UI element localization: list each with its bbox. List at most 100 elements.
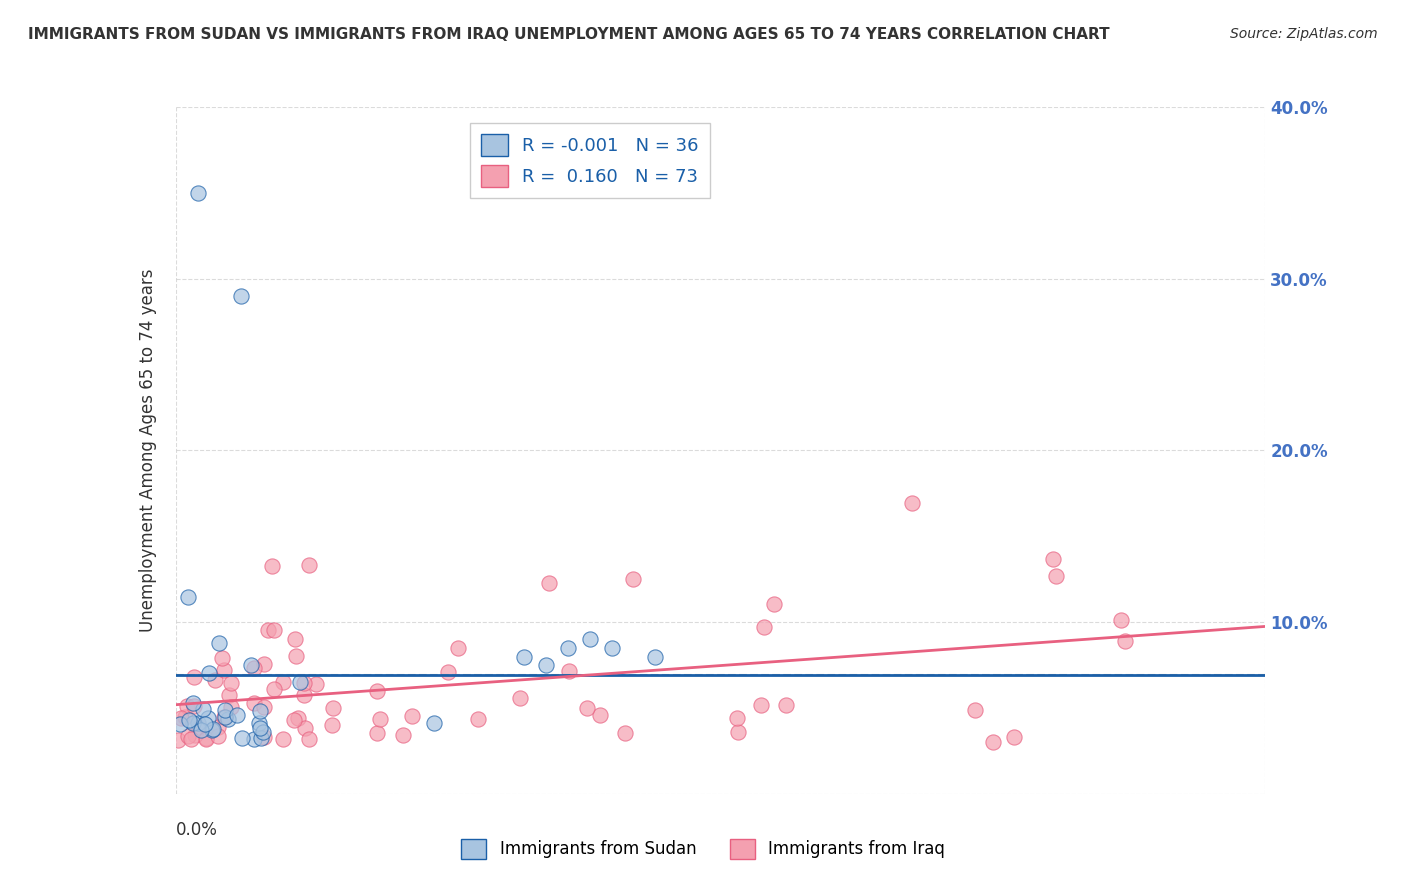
Point <box>292 675 315 690</box>
Point <box>1114 633 1136 648</box>
Point <box>644 649 666 664</box>
Point <box>775 698 797 712</box>
Point <box>193 702 215 716</box>
Point <box>229 289 252 303</box>
Point <box>423 716 446 731</box>
Point <box>271 675 294 690</box>
Point <box>284 632 307 646</box>
Point <box>1002 730 1025 744</box>
Point <box>727 725 749 739</box>
Point <box>537 576 560 591</box>
Point <box>231 731 253 745</box>
Point <box>762 597 785 611</box>
Point <box>226 708 249 723</box>
Point <box>509 691 531 706</box>
Point <box>242 696 264 710</box>
Point <box>963 703 986 717</box>
Point <box>437 665 460 679</box>
Point <box>725 711 748 725</box>
Point <box>589 708 612 723</box>
Text: 0.0%: 0.0% <box>176 822 218 839</box>
Point <box>207 720 229 734</box>
Point <box>214 710 236 724</box>
Point <box>1042 552 1064 566</box>
Point <box>207 636 229 650</box>
Point <box>177 730 200 744</box>
Point <box>575 701 598 715</box>
Text: IMMIGRANTS FROM SUDAN VS IMMIGRANTS FROM IRAQ UNEMPLOYMENT AMONG AGES 65 TO 74 Y: IMMIGRANTS FROM SUDAN VS IMMIGRANTS FROM… <box>28 27 1109 42</box>
Point <box>188 720 211 734</box>
Point <box>558 664 581 678</box>
Point <box>534 658 557 673</box>
Point <box>240 658 263 673</box>
Point <box>190 723 212 737</box>
Point <box>1045 569 1067 583</box>
Point <box>322 701 344 715</box>
Point <box>614 725 637 739</box>
Point <box>901 496 924 510</box>
Point <box>283 714 305 728</box>
Legend: Immigrants from Sudan, Immigrants from Iraq: Immigrants from Sudan, Immigrants from I… <box>454 832 952 866</box>
Point <box>305 677 328 691</box>
Y-axis label: Unemployment Among Ages 65 to 74 years: Unemployment Among Ages 65 to 74 years <box>139 268 157 632</box>
Point <box>287 711 309 725</box>
Point <box>183 698 205 713</box>
Point <box>217 712 239 726</box>
Point <box>981 735 1004 749</box>
Point <box>183 728 205 742</box>
Point <box>247 716 270 731</box>
Point <box>202 723 225 737</box>
Point <box>195 731 218 746</box>
Point <box>252 699 274 714</box>
Point <box>447 641 470 656</box>
Point <box>197 711 219 725</box>
Point <box>253 731 276 745</box>
Point <box>321 717 343 731</box>
Point <box>752 620 775 634</box>
Point <box>1109 613 1132 627</box>
Point <box>187 715 209 730</box>
Point <box>176 699 198 714</box>
Point <box>212 710 235 724</box>
Point <box>177 713 200 727</box>
Point <box>263 682 285 697</box>
Point <box>181 716 204 731</box>
Point <box>467 712 489 726</box>
Point <box>292 689 315 703</box>
Point <box>187 186 209 200</box>
Point <box>600 640 623 655</box>
Point <box>391 728 413 742</box>
Point <box>260 559 283 574</box>
Point <box>366 725 388 739</box>
Point <box>253 657 276 671</box>
Point <box>180 731 202 746</box>
Point <box>749 698 772 712</box>
Point <box>194 731 217 746</box>
Point <box>285 649 308 664</box>
Point <box>218 689 240 703</box>
Legend: R = -0.001   N = 36, R =  0.160   N = 73: R = -0.001 N = 36, R = 0.160 N = 73 <box>470 123 710 198</box>
Point <box>166 733 188 747</box>
Point <box>294 721 316 735</box>
Point <box>250 731 273 746</box>
Point <box>557 640 579 655</box>
Point <box>211 651 233 665</box>
Point <box>513 649 536 664</box>
Point <box>181 696 204 710</box>
Text: Source: ZipAtlas.com: Source: ZipAtlas.com <box>1230 27 1378 41</box>
Point <box>249 704 271 718</box>
Point <box>214 703 236 717</box>
Point <box>249 721 271 735</box>
Point <box>204 673 226 688</box>
Point <box>183 670 205 684</box>
Point <box>174 709 197 723</box>
Point <box>177 590 200 604</box>
Point <box>212 663 235 677</box>
Point <box>263 623 285 637</box>
Point <box>298 731 321 746</box>
Point <box>198 666 221 681</box>
Point <box>298 558 321 572</box>
Point <box>169 710 191 724</box>
Point <box>252 725 274 739</box>
Point <box>288 675 311 690</box>
